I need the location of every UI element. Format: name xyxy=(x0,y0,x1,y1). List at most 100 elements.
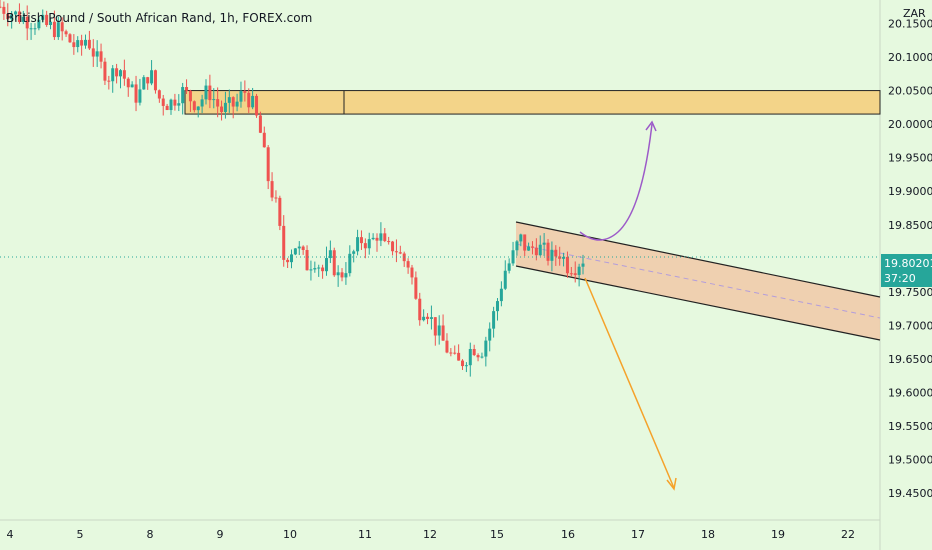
candle-body xyxy=(554,249,558,257)
candle-body xyxy=(153,70,157,91)
last-price-badge: 19.80201 37:20 xyxy=(881,254,932,287)
candle-body xyxy=(10,14,14,20)
candle-body xyxy=(433,317,437,336)
candle-body xyxy=(251,95,255,108)
candle-body xyxy=(577,266,581,275)
candle-body xyxy=(45,14,49,26)
time-tick-label: 15 xyxy=(490,528,504,541)
time-tick-label: 12 xyxy=(423,528,437,541)
candle-body xyxy=(212,99,216,101)
price-tick-label: 19.90000 xyxy=(888,185,932,198)
price-tick-label: 19.45000 xyxy=(888,487,932,500)
candle-body xyxy=(558,256,562,259)
candle-body xyxy=(204,85,208,100)
candle-body xyxy=(468,349,472,366)
candle-body xyxy=(515,241,519,251)
candle-body xyxy=(157,90,161,99)
candle-body xyxy=(441,325,445,341)
candle-body xyxy=(52,21,56,38)
candle-body xyxy=(406,261,410,268)
candle-body xyxy=(488,328,492,341)
candle-body xyxy=(348,253,352,274)
descending-channel[interactable] xyxy=(515,221,881,341)
candle-body xyxy=(484,340,488,357)
price-tick-label: 19.75000 xyxy=(888,286,932,299)
candle-body xyxy=(328,250,332,259)
candle-body xyxy=(437,325,441,336)
candle-body xyxy=(480,356,484,358)
price-tick-label: 20.10000 xyxy=(888,51,932,64)
candle-body xyxy=(422,316,426,321)
bar-countdown: 37:20 xyxy=(884,272,916,285)
price-tick-label: 19.50000 xyxy=(888,454,932,467)
candle-body xyxy=(352,251,356,254)
candle-body xyxy=(56,22,60,38)
candle-body xyxy=(115,68,119,77)
bullish-projection-path[interactable] xyxy=(579,123,653,241)
price-tick-label: 19.95000 xyxy=(888,152,932,165)
time-axis[interactable]: 4 5 8 9 10 11 12 15 16 17 18 19 22 xyxy=(7,528,856,541)
time-tick-label: 22 xyxy=(841,528,855,541)
candle-body xyxy=(84,39,88,46)
time-axis-background xyxy=(0,520,880,550)
candle-body xyxy=(445,340,449,353)
candles xyxy=(0,0,585,377)
candle-body xyxy=(527,246,531,251)
resistance-zone-rect[interactable] xyxy=(184,90,881,115)
candle-body xyxy=(169,99,173,111)
candle-body xyxy=(538,244,542,256)
candle-body xyxy=(573,273,577,275)
candle-body xyxy=(6,13,10,20)
candle-body xyxy=(562,256,566,259)
candle-body xyxy=(181,87,185,104)
candle-body xyxy=(503,270,507,289)
candle-body xyxy=(2,6,6,14)
candle-body xyxy=(534,247,538,256)
candle-body xyxy=(80,40,84,46)
bearish-projection-path[interactable] xyxy=(584,277,675,489)
candle-body xyxy=(216,99,220,107)
candle-body xyxy=(426,316,430,319)
candle-body xyxy=(344,273,348,278)
candle-body xyxy=(453,352,457,354)
price-tick-label: 19.55000 xyxy=(888,420,932,433)
candle-body xyxy=(282,225,286,260)
candle-body xyxy=(383,233,387,242)
candle-body xyxy=(313,268,317,270)
candle-body xyxy=(60,22,64,32)
candle-body xyxy=(126,78,130,88)
candle-body xyxy=(262,132,266,148)
candle-body xyxy=(266,147,270,182)
price-tick-label: 19.70000 xyxy=(888,319,932,332)
candle-body xyxy=(340,272,344,278)
time-tick-label: 10 xyxy=(283,528,297,541)
last-price-value: 19.80201 xyxy=(884,257,932,270)
candle-body xyxy=(301,246,305,250)
candle-body xyxy=(581,263,585,267)
candle-body xyxy=(177,103,181,106)
channel-upper-line[interactable] xyxy=(515,221,881,298)
candle-body xyxy=(523,234,527,251)
candle-body xyxy=(429,317,433,319)
candle-body xyxy=(33,28,37,30)
candle-body xyxy=(472,349,476,356)
candle-body xyxy=(457,352,461,361)
candle-body xyxy=(49,21,53,26)
price-tick-label: 19.65000 xyxy=(888,353,932,366)
candle-body xyxy=(196,106,200,111)
candle-body xyxy=(278,197,282,226)
candle-body xyxy=(569,273,573,275)
resistance-zone[interactable] xyxy=(184,90,881,115)
projection-arrows[interactable] xyxy=(579,120,677,491)
channel-lower-line[interactable] xyxy=(515,265,881,341)
candle-body xyxy=(492,311,496,329)
candle-body xyxy=(321,267,325,272)
candle-body xyxy=(146,77,150,84)
price-tick-label: 19.85000 xyxy=(888,219,932,232)
candle-body xyxy=(418,298,422,321)
time-tick-label: 18 xyxy=(701,528,715,541)
time-tick-label: 11 xyxy=(358,528,372,541)
candle-body xyxy=(161,98,165,106)
